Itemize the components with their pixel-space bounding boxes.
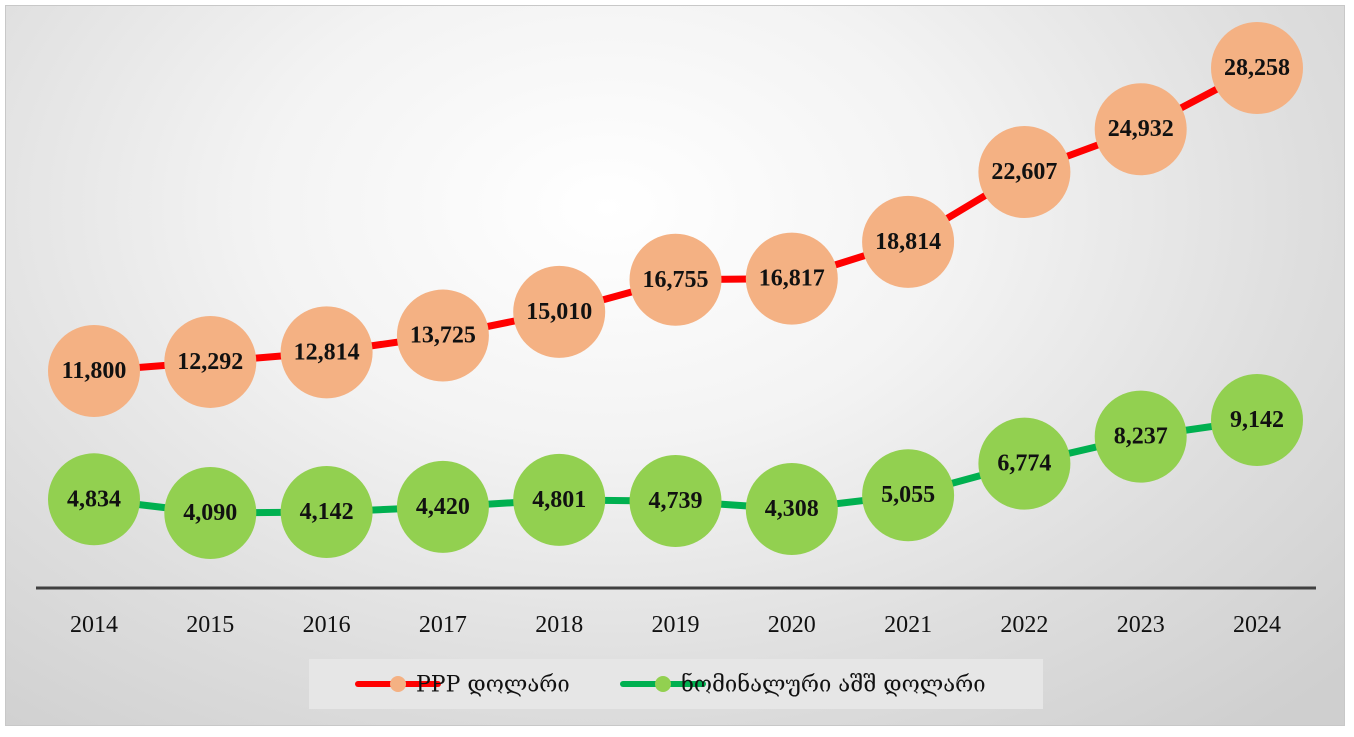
x-tick-label: 2014 (70, 612, 118, 638)
data-point (978, 417, 1071, 510)
x-tick-label: 2017 (419, 612, 467, 638)
data-point (745, 462, 838, 555)
series-0: 11,800 12,292 12,814 13,725 15,010 16,755 16,8… (48, 22, 1303, 417)
data-label: 13,725 (410, 323, 476, 349)
data-label: 12,814 (294, 339, 360, 365)
x-tick-label: 2022 (1000, 612, 1048, 638)
data-label: 16,817 (759, 266, 825, 292)
legend-label: PPP დოლარი (416, 673, 570, 698)
data-point (164, 315, 257, 408)
data-label: 11,800 (62, 358, 127, 384)
legend-label: ნომინალური აშშ დოლარი (681, 672, 986, 698)
data-point (862, 195, 955, 288)
data-label: 4,834 (67, 486, 121, 512)
data-label: 15,010 (526, 299, 592, 325)
data-point (48, 453, 140, 546)
chart-area: 11,800 12,292 12,814 13,725 15,010 16,755 16,8… (5, 5, 1345, 726)
data-label: 4,090 (183, 500, 237, 526)
data-label: 12,292 (177, 349, 243, 375)
data-point (48, 325, 140, 417)
data-point (862, 449, 955, 542)
data-label: 4,308 (765, 496, 819, 522)
data-label: 4,801 (532, 487, 586, 513)
data-point (280, 306, 373, 399)
data-label: 6,774 (997, 451, 1051, 477)
x-tick-label: 2019 (652, 612, 700, 638)
x-tick-label: 2021 (884, 612, 932, 638)
x-tick-label: 2024 (1233, 612, 1281, 638)
data-point (396, 460, 489, 553)
x-tick-label: 2015 (186, 612, 234, 638)
line-chart: 11,800 12,292 12,814 13,725 15,010 16,755 16,8… (36, 22, 1316, 709)
data-point (978, 126, 1071, 219)
data-label: 16,755 (643, 267, 709, 293)
data-point (513, 453, 606, 546)
legend: PPP დოლარი ნომინალური აშშ დოლარი (309, 659, 1043, 709)
legend-item-1: ნომინალური აშშ დოლარი (620, 672, 986, 698)
data-point (513, 265, 606, 358)
data-label: 5,055 (881, 482, 935, 508)
data-label: 22,607 (991, 159, 1057, 185)
data-point (280, 466, 373, 559)
x-tick-label: 2016 (303, 612, 351, 638)
data-label: 4,739 (649, 488, 703, 514)
data-point (745, 232, 838, 325)
data-point (396, 289, 489, 382)
data-label: 18,814 (875, 229, 941, 255)
data-label: 9,142 (1230, 407, 1284, 433)
x-tick-label: 2023 (1117, 612, 1165, 638)
data-point (1094, 83, 1187, 176)
legend-item-0: PPP დოლარი (355, 673, 570, 698)
data-point (1211, 374, 1303, 466)
legend-marker (390, 676, 406, 692)
data-point (1211, 22, 1303, 114)
series-1: 4,834 4,090 4,142 4,420 4,801 4,739 4,308 5,055… (48, 374, 1303, 559)
x-tick-label: 2018 (535, 612, 583, 638)
data-point (629, 233, 722, 326)
data-point (629, 455, 722, 548)
data-label: 24,932 (1108, 116, 1174, 142)
data-label: 28,258 (1224, 55, 1290, 81)
data-label: 4,142 (300, 499, 354, 525)
x-tick-label: 2020 (768, 612, 816, 638)
data-point (164, 467, 257, 559)
data-point (1094, 390, 1187, 483)
data-label: 4,420 (416, 494, 470, 520)
legend-marker (655, 676, 671, 692)
data-label: 8,237 (1114, 424, 1168, 450)
